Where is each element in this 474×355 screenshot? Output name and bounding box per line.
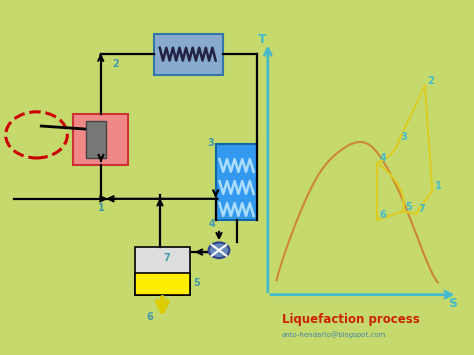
Text: T: T (258, 33, 267, 45)
Text: anto-hendarto@blogspot.com: anto-hendarto@blogspot.com (282, 332, 386, 338)
Text: 1: 1 (435, 181, 441, 191)
Text: 3: 3 (401, 132, 408, 142)
Text: 5: 5 (193, 278, 200, 288)
Bar (86, 121, 106, 158)
Text: 7: 7 (419, 204, 425, 214)
Text: 1: 1 (98, 203, 104, 213)
Bar (135, 247, 190, 295)
Text: 6: 6 (146, 311, 153, 322)
Bar (154, 34, 223, 75)
Text: 4: 4 (380, 153, 386, 163)
Text: 5: 5 (405, 202, 412, 212)
Text: 6: 6 (380, 210, 386, 220)
Bar (135, 273, 190, 295)
Text: 4: 4 (209, 219, 216, 229)
Text: Liquefaction process: Liquefaction process (282, 313, 420, 326)
Text: 7: 7 (164, 253, 170, 263)
Circle shape (209, 242, 229, 258)
Bar (216, 144, 257, 220)
Bar (73, 114, 128, 165)
Text: 2: 2 (112, 59, 118, 70)
Text: 2: 2 (427, 76, 434, 86)
Text: 3: 3 (208, 137, 214, 148)
Text: S: S (448, 297, 457, 310)
